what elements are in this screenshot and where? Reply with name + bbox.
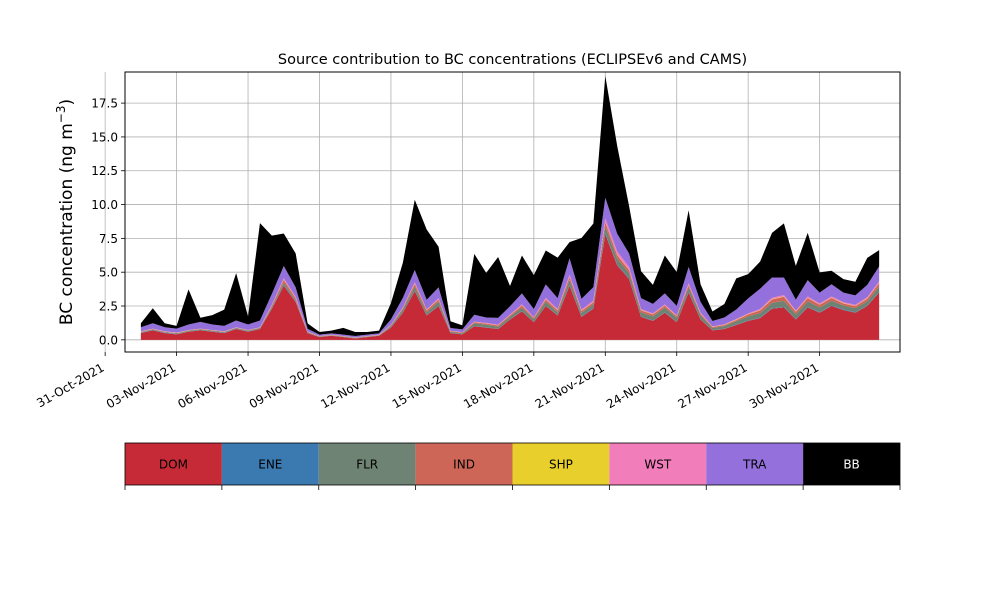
area-series-bb [140, 75, 880, 337]
legend-swatch-ene [221, 443, 319, 485]
y-tick-label: 10.0 [91, 198, 118, 212]
legend-swatch-flr [318, 443, 416, 485]
y-tick-label: 5.0 [99, 266, 118, 280]
legend-label-wst: WST [644, 458, 671, 472]
legend-label-tra: TRA [742, 458, 767, 472]
plot-frame [124, 71, 901, 353]
legend-label-ene: ENE [258, 458, 282, 472]
legend-swatch-dom [125, 443, 222, 485]
legend-swatch-ind [415, 443, 513, 485]
legend-swatch-tra [706, 443, 804, 485]
legend-label-dom: DOM [159, 458, 188, 472]
y-axis-label-main: BC concentration (ng m [57, 123, 77, 325]
legend-label-ind: IND [453, 458, 475, 472]
y-tick-label: 7.5 [99, 232, 118, 246]
chart-title: Source contribution to BC concentrations… [278, 52, 747, 68]
y-axis-label-close: ) [57, 99, 77, 106]
legend-swatch-wst [609, 443, 707, 485]
y-axis-label: BC concentration (ng m−3) [54, 99, 77, 325]
y-axis-label-exponent: −3 [54, 105, 68, 123]
y-tick-label: 15.0 [91, 130, 118, 144]
y-tick-label: 2.5 [99, 300, 118, 314]
legend-label-flr: FLR [356, 458, 378, 472]
y-tick-label: 17.5 [91, 97, 118, 111]
y-axis-ticks: 0.0 2.5 5.0 7.5 10.0 12.5 15.0 17.5 [91, 97, 125, 347]
legend-swatch-bb [803, 443, 900, 485]
stacked-areas [140, 75, 880, 340]
legend-swatch-shp [512, 443, 610, 485]
area-series-dom [140, 234, 880, 340]
y-tick-label: 0.0 [99, 333, 118, 347]
legend-label-bb: BB [843, 458, 859, 472]
legend-colorbar: DOM ENE FLR IND SHP WST TRA BB [124, 442, 901, 490]
area-series-tra [140, 197, 880, 338]
y-tick-label: 12.5 [91, 164, 118, 178]
legend-label-shp: SHP [549, 458, 573, 472]
